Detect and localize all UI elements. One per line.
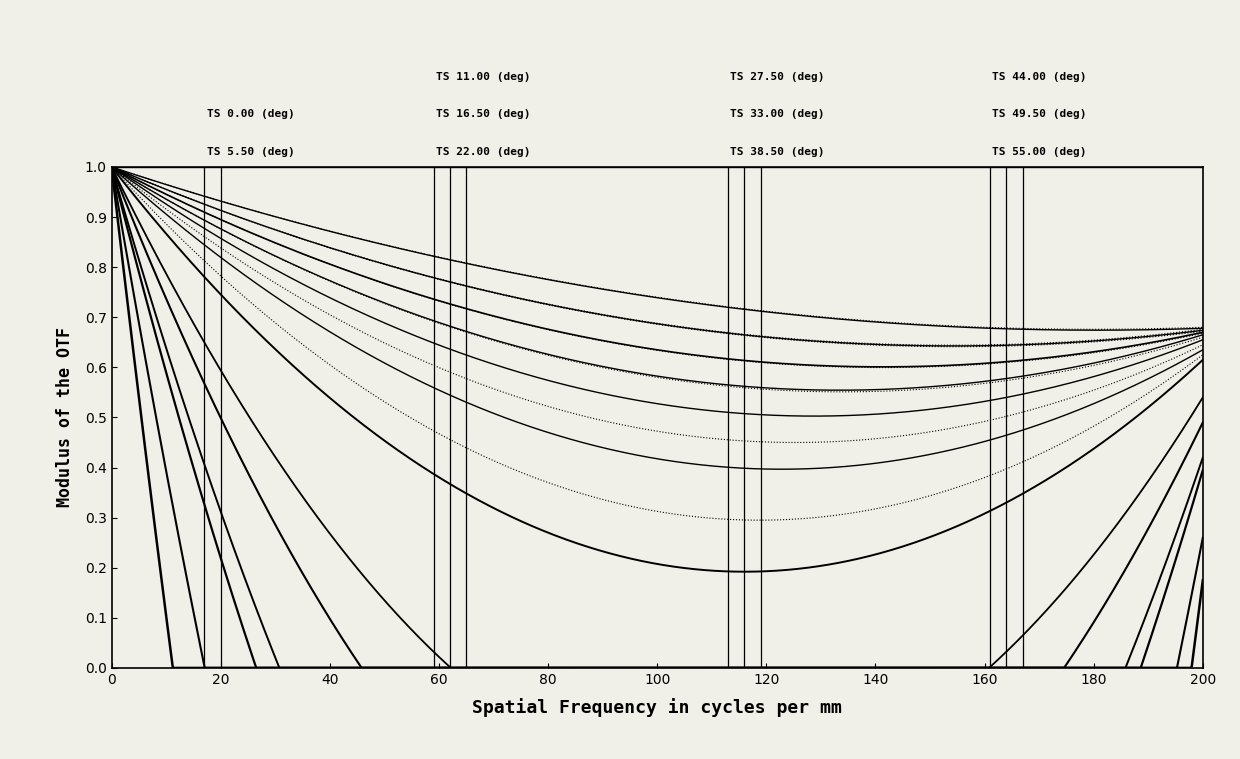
Text: TS 22.00 (deg): TS 22.00 (deg) xyxy=(435,147,531,157)
Text: TS 16.50 (deg): TS 16.50 (deg) xyxy=(435,109,531,119)
X-axis label: Spatial Frequency in cycles per mm: Spatial Frequency in cycles per mm xyxy=(472,698,842,717)
Text: TS 33.00 (deg): TS 33.00 (deg) xyxy=(730,109,825,119)
Text: TS 0.00 (deg): TS 0.00 (deg) xyxy=(207,109,294,119)
Y-axis label: Modulus of the OTF: Modulus of the OTF xyxy=(56,327,73,508)
Text: TS 44.00 (deg): TS 44.00 (deg) xyxy=(992,72,1086,82)
Text: TS 5.50 (deg): TS 5.50 (deg) xyxy=(207,147,294,157)
Text: TS 38.50 (deg): TS 38.50 (deg) xyxy=(730,147,825,157)
Text: TS 55.00 (deg): TS 55.00 (deg) xyxy=(992,147,1086,157)
Text: TS 49.50 (deg): TS 49.50 (deg) xyxy=(992,109,1086,119)
Text: TS 27.50 (deg): TS 27.50 (deg) xyxy=(730,72,825,82)
Text: TS 11.00 (deg): TS 11.00 (deg) xyxy=(435,72,531,82)
